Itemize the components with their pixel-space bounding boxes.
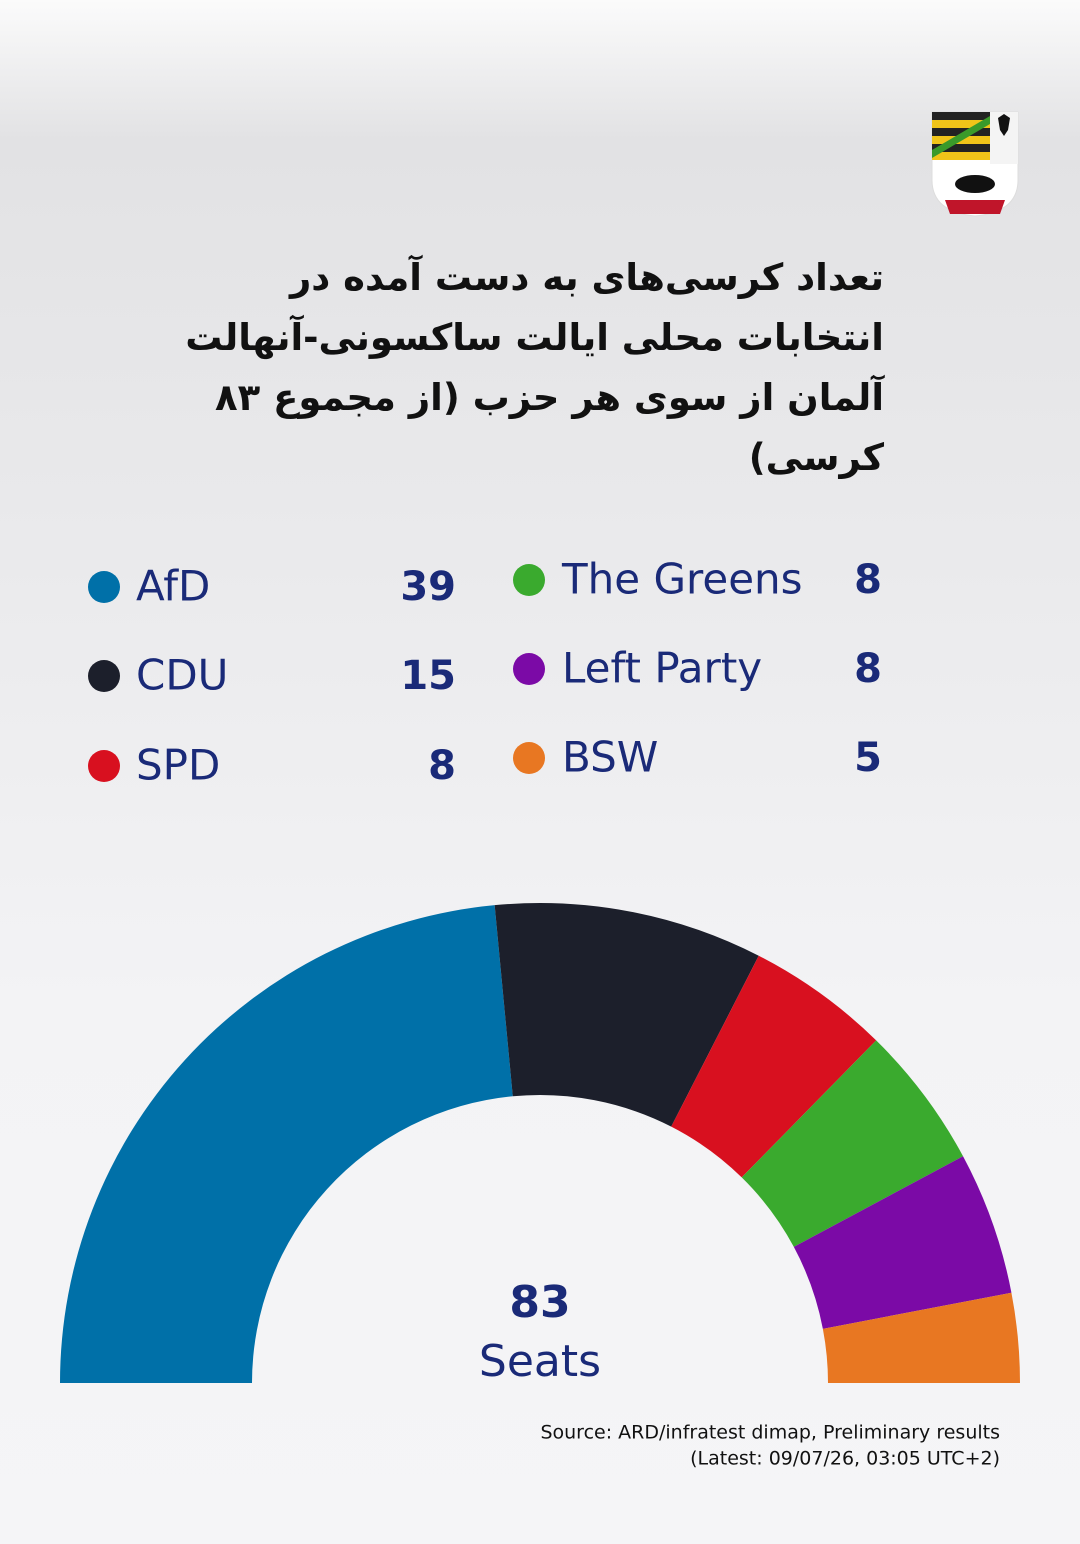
legend-label: Left Party [562, 644, 762, 693]
legend-dot [513, 653, 545, 685]
coat-of-arms [931, 111, 1019, 217]
source-note: (Latest: 09/07/26, 03:05 UTC+2) [690, 1448, 1000, 1470]
segment [822, 1292, 1020, 1383]
segment [741, 1040, 964, 1247]
legend-value: 8 [854, 557, 882, 603]
legend-value: 8 [854, 646, 882, 692]
legend-dot [88, 571, 120, 603]
legend-value: 8 [428, 743, 456, 789]
legend-label: BSW [562, 733, 658, 782]
legend-dot [513, 742, 545, 774]
segment [671, 955, 877, 1178]
segment [60, 905, 513, 1383]
legend-label: AfD [136, 562, 210, 611]
legend-value: 5 [854, 735, 882, 781]
source-note: Source: ARD/infratest dimap, Preliminary… [540, 1422, 1000, 1444]
legend-value: 39 [400, 564, 456, 610]
legend-label: SPD [136, 741, 220, 790]
legend-dot [513, 564, 545, 596]
segment [793, 1156, 1012, 1329]
chart-title: تعداد کرسی‌های به دست آمده در انتخابات م… [185, 256, 884, 479]
legend-dot [88, 750, 120, 782]
legend-label: CDU [136, 651, 228, 700]
total-label: Seats [479, 1336, 601, 1387]
legend-dot [88, 660, 120, 692]
segment [494, 903, 759, 1127]
legend-label: The Greens [561, 555, 803, 604]
legend-value: 15 [400, 653, 456, 699]
total-value: 83 [509, 1277, 570, 1328]
